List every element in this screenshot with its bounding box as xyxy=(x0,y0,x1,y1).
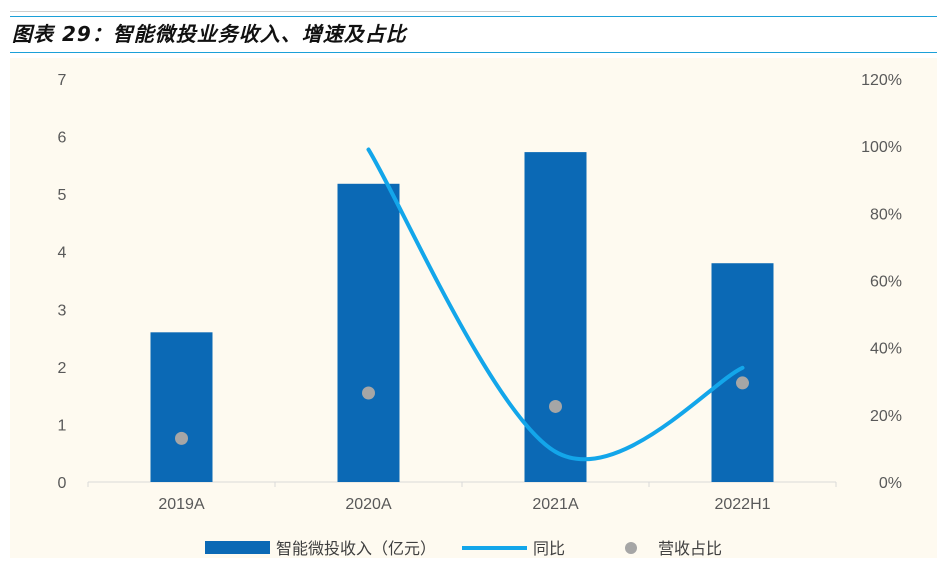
y-tick-label: 3 xyxy=(58,302,67,319)
legend-label: 智能微投收入（亿元） xyxy=(276,539,436,558)
y2-tick-label: 60% xyxy=(870,274,902,291)
legend-label: 同比 xyxy=(533,539,565,558)
y-tick-label: 2 xyxy=(58,360,67,377)
x-tick-label: 2021A xyxy=(532,496,579,513)
x-tick-label: 2022H1 xyxy=(714,496,770,513)
revenue-bar xyxy=(337,183,400,482)
x-tick-label: 2019A xyxy=(158,496,205,513)
revenue-bar xyxy=(711,263,774,482)
y-tick-label: 4 xyxy=(58,245,67,262)
y2-tick-label: 20% xyxy=(870,408,902,425)
header-rule xyxy=(10,16,937,17)
revenue-bar xyxy=(150,332,213,482)
y2-tick-label: 0% xyxy=(879,475,902,492)
share-dot xyxy=(736,376,749,390)
y2-tick-label: 100% xyxy=(861,139,902,156)
legend-dot-swatch xyxy=(625,542,637,554)
y-tick-label: 5 xyxy=(58,187,67,204)
y2-tick-label: 80% xyxy=(870,206,902,223)
legend-bar-swatch xyxy=(205,541,270,554)
y-tick-label: 0 xyxy=(58,475,67,492)
y-tick-label: 1 xyxy=(58,417,67,434)
y2-tick-label: 40% xyxy=(870,341,902,358)
y2-tick-label: 120% xyxy=(861,72,902,89)
legend-label: 营收占比 xyxy=(658,539,722,558)
y-tick-label: 7 xyxy=(58,72,67,89)
title-rule xyxy=(10,52,937,53)
x-tick-label: 2020A xyxy=(345,496,392,513)
share-dot xyxy=(362,386,375,400)
share-dot xyxy=(549,399,562,413)
y-tick-label: 6 xyxy=(58,130,67,147)
revenue-bar xyxy=(524,152,587,482)
figure-title: 图表 29：智能微投业务收入、增速及占比 xyxy=(12,22,407,46)
share-dot xyxy=(175,431,188,445)
growth-line xyxy=(366,147,745,462)
header-thin-rule xyxy=(10,11,520,12)
